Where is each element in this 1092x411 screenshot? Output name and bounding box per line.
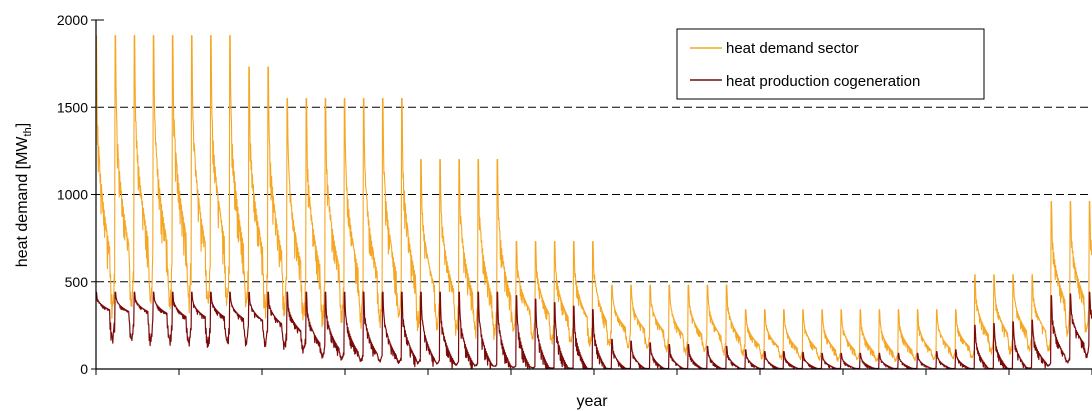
y-axis-title-close: ] [14,123,31,127]
y-tick-label-2000: 2000 [57,12,88,28]
legend-box [676,28,985,100]
series-line-heat-demand [95,35,1092,363]
y-tick-label-1500: 1500 [57,99,88,115]
gridlines [96,106,1092,283]
legend: heat demand sector heat production cogen… [676,28,985,100]
y-axis-title-sub: th [22,127,34,136]
axes [91,19,1092,375]
y-tick-labels: 0 500 1000 1500 2000 [57,12,88,377]
legend-label-heat-demand: heat demand sector [726,40,859,57]
y-tick-label-500: 500 [65,274,89,290]
legend-label-cogeneration: heat production cogeneration [726,73,920,90]
series-line-cogeneration [95,291,1092,370]
y-axis-title-main: heat demand [MW [14,136,31,268]
x-axis-title: year [576,393,608,410]
plot-area [95,35,1092,370]
y-tick-label-1000: 1000 [57,187,88,203]
y-axis-title: heat demand [MWth] [14,123,34,267]
y-tick-label-0: 0 [80,361,88,377]
